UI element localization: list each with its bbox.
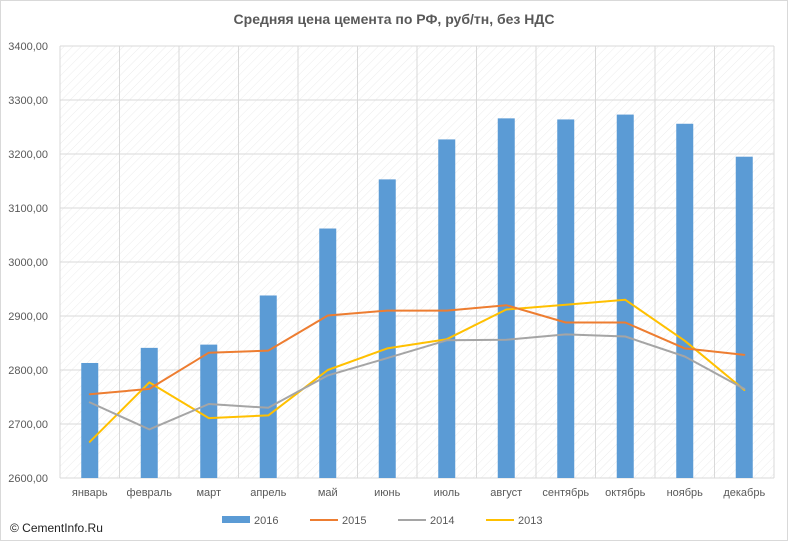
x-axis-tick-labels: январь февраль март апрель май июнь июль август… bbox=[72, 487, 766, 499]
bar-2016 bbox=[557, 119, 575, 478]
y-tick-label: 3200,00 bbox=[8, 149, 48, 161]
x-tick-label: август bbox=[490, 487, 522, 499]
bar-series-2016 bbox=[81, 114, 753, 479]
bar-2016 bbox=[438, 139, 456, 479]
bar-2016 bbox=[497, 118, 515, 479]
x-tick-label: октябрь bbox=[605, 487, 645, 499]
x-tick-label: июль bbox=[434, 487, 461, 499]
y-tick-label: 2800,00 bbox=[8, 365, 48, 377]
bar-2016 bbox=[81, 362, 99, 478]
x-tick-label: май bbox=[318, 487, 338, 499]
legend-label-2016: 2016 bbox=[254, 515, 278, 527]
bar-2016 bbox=[616, 114, 634, 478]
bar-2016 bbox=[259, 295, 277, 478]
x-tick-label: январь bbox=[72, 487, 108, 499]
legend-label-2013: 2013 bbox=[518, 515, 542, 527]
bar-2016 bbox=[200, 344, 218, 478]
x-tick-label: июнь bbox=[374, 487, 400, 499]
gridlines bbox=[59, 45, 775, 479]
bar-2016 bbox=[676, 123, 694, 478]
y-tick-label: 3100,00 bbox=[8, 203, 48, 215]
y-tick-label: 2600,00 bbox=[8, 473, 48, 485]
bar-2016 bbox=[735, 156, 753, 478]
copyright-text: © CementInfo.Ru bbox=[10, 521, 103, 535]
chart-title: Средняя цена цемента по РФ, руб/тн, без … bbox=[234, 11, 555, 27]
x-tick-label: апрель bbox=[250, 487, 286, 499]
x-tick-label: март bbox=[196, 487, 221, 499]
y-tick-label: 3300,00 bbox=[8, 95, 48, 107]
y-tick-label: 3400,00 bbox=[8, 41, 48, 53]
y-axis-tick-labels: 2600,00 2700,00 2800,00 2900,00 3000,00 3100,… bbox=[8, 41, 48, 485]
x-tick-label: февраль bbox=[127, 487, 173, 499]
bar-2016 bbox=[319, 228, 337, 478]
x-tick-label: ноябрь bbox=[667, 487, 704, 499]
line-2013 bbox=[88, 298, 746, 443]
y-tick-label: 3000,00 bbox=[8, 257, 48, 269]
line-2014 bbox=[88, 333, 746, 431]
y-tick-label: 2900,00 bbox=[8, 311, 48, 323]
legend: 2016 2015 2014 2013 bbox=[222, 515, 542, 527]
x-tick-label: декабрь bbox=[723, 487, 765, 499]
legend-label-2014: 2014 bbox=[430, 515, 454, 527]
line-series bbox=[88, 298, 746, 443]
legend-swatch-2016 bbox=[222, 516, 250, 523]
legend-label-2015: 2015 bbox=[342, 515, 366, 527]
line-2015 bbox=[88, 304, 746, 396]
y-tick-label: 2700,00 bbox=[8, 419, 48, 431]
x-tick-label: сентябрь bbox=[542, 487, 589, 499]
bar-2016 bbox=[378, 179, 396, 478]
bar-2016 bbox=[140, 347, 158, 478]
